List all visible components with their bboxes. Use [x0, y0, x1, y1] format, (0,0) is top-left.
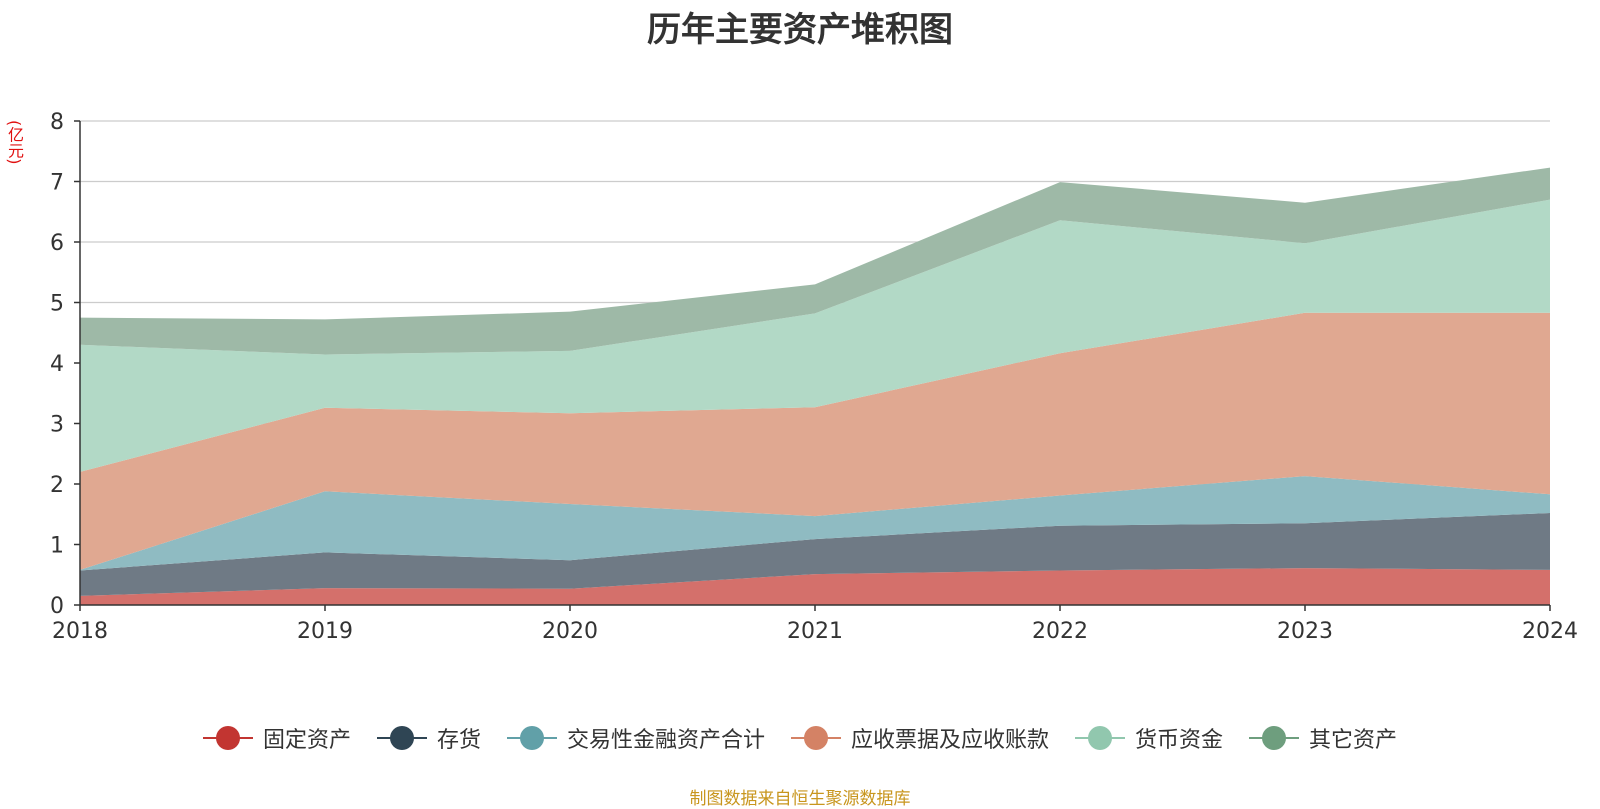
y-tick-label: 2: [50, 473, 64, 498]
legend-marker-icon: [1249, 725, 1300, 751]
x-tick-label: 2018: [52, 619, 108, 644]
x-tick-label: 2024: [1522, 619, 1578, 644]
data-source-note: 制图数据来自恒生聚源数据库: [689, 789, 911, 809]
x-axis-tick-labels: 2018 2019 2020 2021 2022 2023 2024: [52, 619, 1578, 644]
y-tick-label: 4: [50, 352, 64, 377]
series-area-0[interactable]: [80, 568, 1550, 605]
chart-title: 历年主要资产堆积图: [647, 10, 953, 50]
y-tick-label: 8: [50, 110, 64, 135]
legend-marker-icon: [791, 725, 841, 751]
legend-item-inventory[interactable]: 存货: [376, 722, 481, 754]
legend-item-fixed-assets[interactable]: 固定资产: [202, 722, 351, 754]
legend-label: 货币资金: [1135, 728, 1224, 753]
y-tick-label: 1: [50, 534, 64, 559]
y-tick-label: 3: [50, 413, 64, 438]
legend-label: 固定资产: [262, 728, 351, 753]
y-tick-label: 5: [50, 292, 64, 317]
x-tick-label: 2020: [542, 619, 598, 644]
y-tick-label: 7: [50, 171, 64, 196]
legend-marker-icon: [376, 725, 427, 751]
legend-item-receivables[interactable]: 应收票据及应收账款: [791, 722, 1049, 754]
legend-item-other-assets[interactable]: 其它资产: [1249, 722, 1397, 754]
series-area-2[interactable]: [80, 476, 1550, 571]
y-axis-tick-labels: 0 1 2 3 4 5 6 7 8: [50, 110, 64, 619]
legend-marker-icon: [202, 725, 253, 751]
legend-item-trading-financial-assets[interactable]: 交易性金融资产合计: [506, 722, 765, 754]
y-axis-unit-label: (亿元): [5, 120, 24, 165]
x-tick-label: 2019: [297, 619, 353, 644]
series-area-3[interactable]: [80, 312, 1550, 570]
series-area-4[interactable]: [80, 199, 1550, 472]
x-tick-label: 2022: [1032, 619, 1088, 644]
legend-item-cash[interactable]: 货币资金: [1075, 722, 1223, 754]
legend: 固定资产 存货 交易性金融资产合计 应收票据及应收账款 货币资金: [0, 722, 1600, 754]
legend-marker-icon: [1075, 725, 1126, 751]
stacked-area-chart: 0 1 2 3 4 5 6 7 8 2018 2019 2020 2021 2022 2023 2024: [50, 110, 1578, 644]
series-area-1[interactable]: [80, 513, 1550, 596]
series-area-5[interactable]: [80, 167, 1550, 355]
legend-label: 应收票据及应收账款: [851, 728, 1050, 753]
axes: [74, 120, 1551, 611]
legend-label: 交易性金融资产合计: [566, 728, 765, 753]
x-tick-label: 2023: [1277, 619, 1333, 644]
y-tick-label: 0: [50, 594, 64, 619]
legend-label: 其它资产: [1309, 728, 1398, 753]
legend-label: 存货: [436, 728, 481, 753]
legend-marker-icon: [506, 725, 557, 751]
x-tick-label: 2021: [787, 619, 843, 644]
y-tick-label: 6: [50, 231, 64, 256]
series-areas: [80, 167, 1550, 605]
